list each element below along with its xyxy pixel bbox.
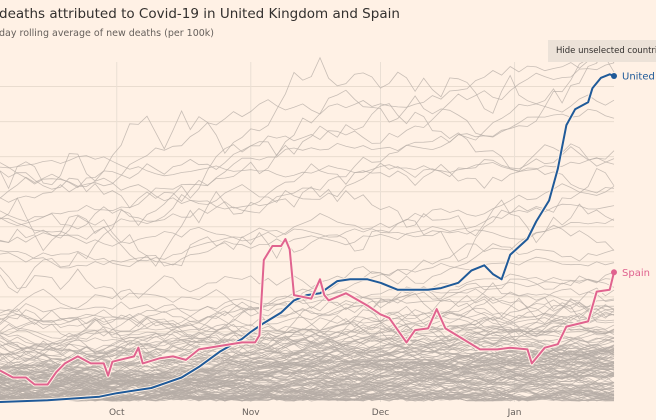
country-line[interactable] bbox=[0, 286, 615, 326]
country-line[interactable] bbox=[0, 256, 615, 352]
spain-label: Spain bbox=[622, 268, 650, 279]
country-line[interactable] bbox=[0, 288, 615, 359]
country-line[interactable] bbox=[0, 288, 615, 348]
country-line[interactable] bbox=[0, 62, 615, 199]
country-line[interactable] bbox=[0, 155, 615, 178]
country-line[interactable] bbox=[0, 203, 615, 269]
country-line[interactable] bbox=[0, 50, 615, 203]
hide-unselected-countries-button[interactable]: Hide unselected countries, bbox=[548, 40, 656, 62]
country-line[interactable] bbox=[0, 362, 615, 399]
country-line[interactable] bbox=[0, 317, 615, 357]
x-tick-label: Jan bbox=[507, 408, 522, 418]
country-line[interactable] bbox=[0, 305, 615, 362]
country-line[interactable] bbox=[0, 333, 615, 391]
country-line[interactable] bbox=[0, 360, 615, 394]
country-line[interactable] bbox=[0, 108, 615, 227]
country-line[interactable] bbox=[0, 348, 615, 381]
x-tick-label: Nov bbox=[242, 408, 260, 418]
country-line[interactable] bbox=[0, 186, 615, 267]
country-line[interactable] bbox=[0, 224, 615, 314]
country-line[interactable] bbox=[0, 57, 615, 294]
country-line[interactable] bbox=[0, 305, 615, 352]
country-line[interactable] bbox=[0, 357, 615, 399]
country-line[interactable] bbox=[0, 94, 615, 214]
country-line[interactable] bbox=[0, 309, 615, 363]
country-line[interactable] bbox=[0, 286, 615, 340]
country-line[interactable] bbox=[0, 363, 615, 390]
chart-subtitle: day rolling average of new deaths (per 1… bbox=[0, 28, 214, 39]
chart-title: deaths attributed to Covid-19 in United … bbox=[0, 6, 400, 22]
country-line[interactable] bbox=[0, 381, 615, 402]
country-line[interactable] bbox=[0, 103, 615, 209]
country-line[interactable] bbox=[0, 346, 615, 364]
country-line[interactable] bbox=[0, 267, 615, 333]
country-line[interactable] bbox=[0, 218, 615, 268]
country-line[interactable] bbox=[0, 313, 615, 390]
country-line[interactable] bbox=[0, 327, 615, 384]
country-line[interactable] bbox=[0, 375, 615, 402]
country-line[interactable] bbox=[0, 347, 615, 396]
country-line[interactable] bbox=[0, 163, 615, 230]
united-kingdom-label: United K bbox=[622, 72, 656, 83]
country-line[interactable] bbox=[0, 271, 615, 366]
country-line[interactable] bbox=[0, 364, 615, 399]
country-line[interactable] bbox=[0, 347, 615, 401]
spain-line[interactable] bbox=[0, 238, 615, 386]
country-line[interactable] bbox=[0, 335, 615, 396]
x-tick-label: Oct bbox=[109, 408, 125, 418]
country-line[interactable] bbox=[0, 368, 615, 401]
x-tick-label: Dec bbox=[372, 408, 389, 418]
country-line[interactable] bbox=[0, 278, 615, 356]
spain-end-marker bbox=[611, 269, 617, 276]
united-kingdom-end-marker bbox=[611, 73, 617, 80]
country-line[interactable] bbox=[0, 348, 615, 397]
country-line[interactable] bbox=[0, 357, 615, 388]
country-line[interactable] bbox=[0, 45, 615, 190]
united-kingdom-line[interactable] bbox=[0, 73, 615, 403]
country-line[interactable] bbox=[0, 294, 615, 362]
country-line[interactable] bbox=[0, 353, 615, 383]
country-line[interactable] bbox=[0, 183, 615, 247]
country-line[interactable] bbox=[0, 146, 615, 240]
